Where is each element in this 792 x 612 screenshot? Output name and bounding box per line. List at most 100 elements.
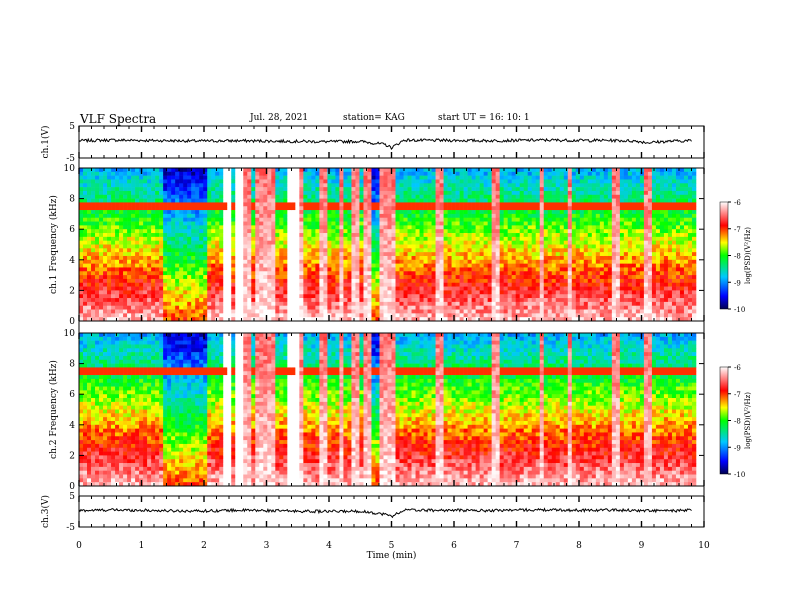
heatmap-cell	[563, 179, 569, 184]
heatmap-cell	[491, 221, 496, 226]
heatmap-cell	[255, 275, 260, 280]
heatmap-cell	[531, 286, 537, 291]
heatmap-cell	[327, 236, 332, 241]
heatmap-cell	[339, 252, 344, 257]
heatmap-cell	[383, 179, 388, 184]
heatmap-cell	[83, 255, 88, 261]
heatmap-cell	[511, 282, 516, 287]
heatmap-cell	[503, 194, 508, 199]
heatmap-cell	[187, 313, 192, 318]
heatmap-cell	[551, 229, 557, 234]
heatmap-cell	[415, 221, 420, 226]
heatmap-cell	[79, 263, 84, 268]
heatmap-cell	[127, 217, 132, 222]
heatmap-cell	[443, 282, 448, 287]
heatmap-cell	[535, 275, 541, 280]
heatmap-cell	[219, 210, 224, 215]
heatmap-cell	[291, 313, 296, 318]
heatmap-cell	[475, 290, 480, 295]
heatmap-cell	[187, 217, 192, 222]
heatmap-cell	[363, 233, 368, 238]
heatmap-cell	[115, 198, 120, 203]
heatmap-cell	[395, 190, 400, 196]
heatmap-cell	[151, 168, 156, 173]
heatmap-cell	[207, 225, 212, 230]
heatmap-cell	[399, 267, 404, 272]
heatmap-cell	[275, 175, 280, 180]
heatmap-cell	[287, 229, 292, 234]
heatmap-cell	[523, 206, 529, 211]
heatmap-cell	[111, 244, 116, 249]
heatmap-cell	[123, 259, 128, 264]
heatmap-cell	[455, 175, 460, 180]
heatmap-cell	[327, 301, 332, 307]
heatmap-cell	[543, 267, 549, 272]
heatmap-cell	[103, 267, 108, 272]
heatmap-cell	[307, 294, 312, 299]
heatmap-cell	[347, 236, 352, 241]
heatmap-cell	[107, 213, 112, 219]
heatmap-cell	[367, 225, 372, 230]
heatmap-cell	[167, 171, 172, 176]
heatmap-cell	[387, 305, 392, 310]
heatmap-cell	[467, 221, 472, 226]
heatmap-cell	[483, 271, 488, 276]
heatmap-cell	[263, 278, 268, 284]
heatmap-cell	[271, 190, 276, 196]
heatmap-cell	[359, 183, 364, 188]
heatmap-cell	[247, 225, 252, 230]
heatmap-cell	[371, 309, 376, 314]
heatmap-cell	[411, 267, 416, 272]
heatmap-cell	[267, 198, 272, 203]
heatmap-cell	[135, 213, 140, 219]
heatmap-cell	[283, 179, 288, 184]
heatmap-cell	[539, 171, 545, 176]
heatmap-cell	[307, 168, 312, 173]
heatmap-cell	[279, 221, 284, 226]
heatmap-cell	[459, 217, 464, 222]
heatmap-cell	[203, 252, 208, 257]
heatmap-cell	[483, 313, 488, 318]
heatmap-cell	[435, 263, 440, 268]
heatmap-cell	[83, 263, 88, 268]
heatmap-cell	[327, 309, 332, 314]
heatmap-cell	[195, 259, 200, 264]
heatmap-cell	[311, 168, 316, 173]
heatmap-cell	[531, 213, 537, 219]
heatmap-cell	[471, 225, 476, 230]
heatmap-cell	[251, 206, 256, 211]
heatmap-cell	[91, 213, 96, 219]
heatmap-cell	[423, 275, 428, 280]
heatmap-cell	[227, 309, 232, 314]
heatmap-cell	[447, 259, 452, 264]
heatmap-cell	[167, 221, 172, 226]
heatmap-cell	[139, 240, 144, 245]
heatmap-cell	[535, 229, 541, 234]
heatmap-cell	[111, 225, 116, 230]
heatmap-cell	[83, 278, 88, 284]
heatmap-cell	[263, 252, 268, 257]
heatmap-cell	[143, 255, 148, 261]
heatmap-cell	[551, 221, 557, 226]
heatmap-cell	[107, 286, 112, 291]
heatmap-cell	[551, 236, 557, 241]
heatmap-cell	[231, 217, 236, 222]
heatmap-cell	[491, 236, 496, 241]
heatmap-cell	[323, 187, 328, 192]
heatmap-cell	[467, 187, 472, 192]
heatmap-cell	[235, 271, 240, 276]
heatmap-cell	[367, 210, 372, 215]
heatmap-cell	[163, 263, 168, 268]
heatmap-cell	[503, 252, 508, 257]
heatmap-cell	[191, 309, 196, 314]
heatmap-cell	[275, 179, 280, 184]
heatmap-cell	[539, 267, 545, 272]
heatmap-cell	[427, 202, 432, 207]
heatmap-cell	[399, 255, 404, 261]
heatmap-cell	[563, 225, 569, 230]
heatmap-cell	[311, 313, 316, 318]
heatmap-cell	[375, 294, 380, 299]
heatmap-cell	[279, 175, 284, 180]
heatmap-cell	[495, 171, 500, 176]
heatmap-cell	[303, 236, 308, 241]
